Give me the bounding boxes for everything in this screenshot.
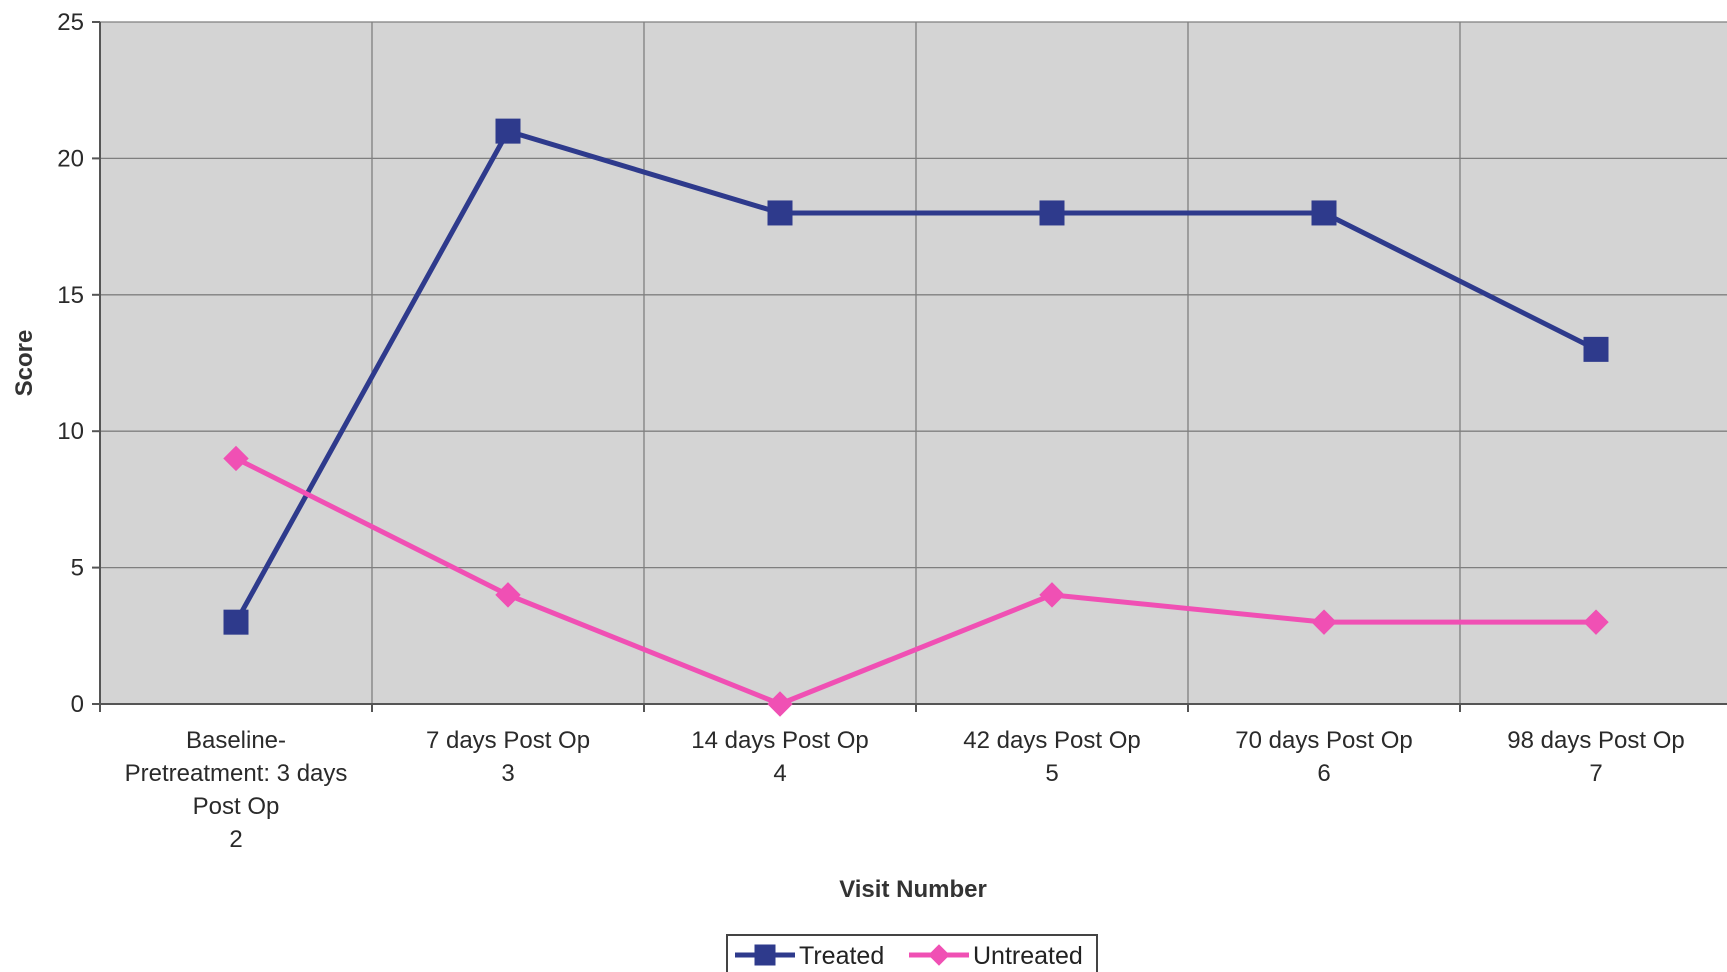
data-point-treated-2 [767,200,793,226]
legend-swatch-marker [754,944,776,966]
series-treated [223,118,1609,635]
data-point-treated-4 [1311,200,1337,226]
gridlines [100,21,1727,705]
plot-area [100,22,1727,704]
y-tick-label-4: 20 [57,145,84,172]
legend-item-untreated: Untreated [909,942,1083,970]
x-tick-labels: Baseline-Pretreatment: 3 days Post Op 2 7 d… [125,727,1685,853]
series-untreated [223,445,1609,717]
x-tick-label-0: Baseline-Pretreatment: 3 days Post Op 2 [125,727,348,853]
data-point-untreated-5 [1583,609,1609,635]
y-tick-label-3: 15 [57,282,84,309]
legend-label: Treated [799,942,884,970]
data-point-untreated-0 [223,445,249,472]
y-tick-label-1: 5 [71,555,84,582]
data-point-treated-5 [1583,336,1609,362]
y-tick-labels: 0 5 10 15 20 25 [57,9,84,718]
y-axis-title: Score [11,330,38,397]
x-tick-label-2: 14 days Post Op 4 [691,727,868,787]
data-point-untreated-2 [767,691,793,717]
y-tick-label-2: 10 [57,418,84,445]
x-tick-label-5: 98 days Post Op 7 [1507,727,1684,787]
data-point-untreated-1 [495,582,521,608]
y-tick-label-0: 0 [71,691,84,718]
y-tick-label-5: 25 [57,9,84,36]
x-tick-label-4: 70 days Post Op 6 [1235,727,1412,787]
data-point-treated-3 [1039,200,1065,226]
series-group [223,118,1609,717]
axes [92,21,1727,712]
x-axis-title: Visit Number [839,876,987,903]
data-point-untreated-3 [1039,582,1065,608]
x-tick-label-1: 7 days Post Op 3 [426,727,590,787]
x-tick-label-3: 42 days Post Op 5 [963,727,1140,787]
legend-item-treated: Treated [735,942,884,970]
legend: Treated Untreated [726,934,1098,972]
series-line-untreated [234,456,1596,707]
data-point-treated-0 [223,609,249,635]
data-point-untreated-4 [1311,609,1337,635]
series-line-treated [233,128,1598,624]
data-point-treated-1 [495,118,521,144]
legend-swatch-marker [928,944,950,966]
legend-label: Untreated [973,942,1083,970]
